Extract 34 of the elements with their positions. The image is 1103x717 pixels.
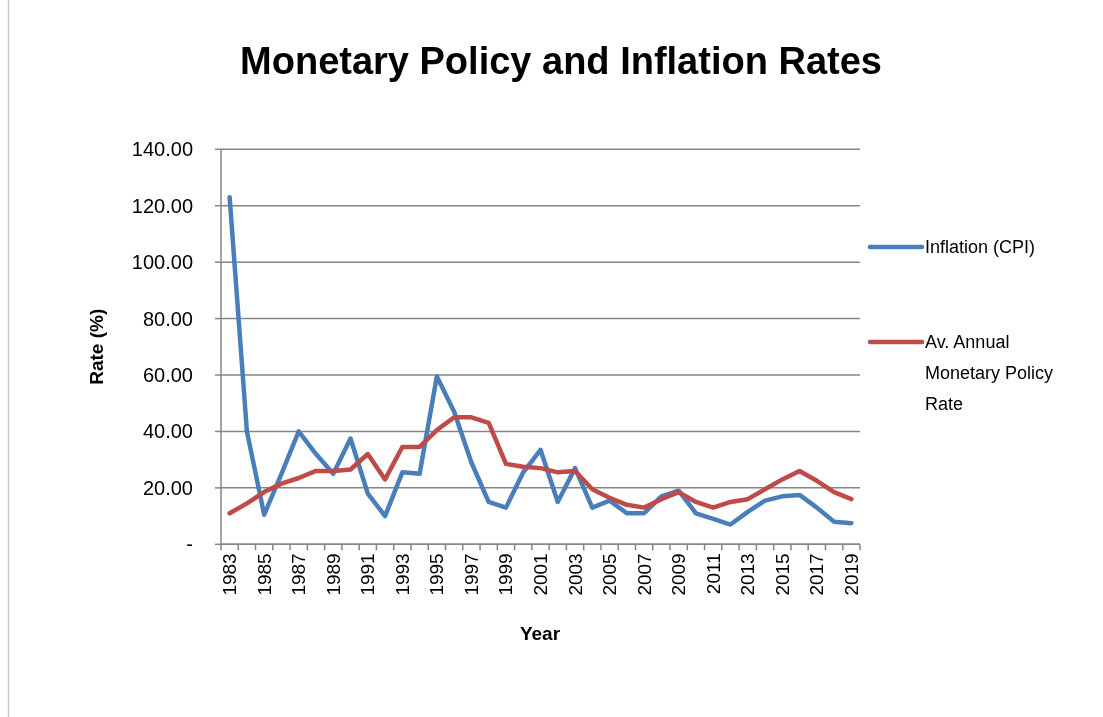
y-tick-label: 140.00 xyxy=(131,138,193,161)
x-tick-label: 1993 xyxy=(391,553,413,596)
x-tick-label: 2015 xyxy=(771,553,793,596)
line-series xyxy=(227,415,854,516)
x-tick-label: 1991 xyxy=(357,553,379,596)
legend-label: Av. Annual Monetary Policy Rate xyxy=(925,332,1054,414)
x-tick-label: 2009 xyxy=(668,553,690,596)
x-tick-label: 2003 xyxy=(564,553,586,596)
y-tick-label: 60.00 xyxy=(142,364,193,387)
y-tick-label: 120.00 xyxy=(131,194,193,217)
line-series xyxy=(227,195,854,527)
x-tick-label: 1997 xyxy=(460,553,482,596)
x-tick-label: 1995 xyxy=(426,553,448,596)
x-tick-label: 2019 xyxy=(840,553,862,596)
y-tick-label: - xyxy=(186,533,193,556)
y-axis-title: Rate (%) xyxy=(86,308,107,385)
y-tick-label: 100.00 xyxy=(131,251,193,274)
legend-label: Inflation (CPI) xyxy=(925,237,1036,257)
x-tick-label: 1987 xyxy=(288,553,310,596)
x-tick-label: 2017 xyxy=(806,553,828,596)
x-tick-label: 2001 xyxy=(530,553,551,596)
x-tick-label: 1983 xyxy=(219,553,241,596)
y-tick-label: 80.00 xyxy=(142,307,193,330)
x-tick-label: 2013 xyxy=(737,553,759,596)
x-tick-label: 1985 xyxy=(253,553,275,596)
x-tick-label: 1989 xyxy=(322,553,344,596)
x-axis-title: Year xyxy=(519,623,561,644)
y-tick-label: 40.00 xyxy=(142,420,193,443)
chart-title: Monetary Policy and Inflation Rates xyxy=(240,40,882,82)
x-tick-label: 1999 xyxy=(495,553,517,596)
x-tick-label: 2005 xyxy=(599,553,621,596)
y-tick-label: 20.00 xyxy=(142,476,193,499)
x-tick-label: 2011 xyxy=(702,553,724,595)
x-tick-label: 2007 xyxy=(633,553,655,596)
